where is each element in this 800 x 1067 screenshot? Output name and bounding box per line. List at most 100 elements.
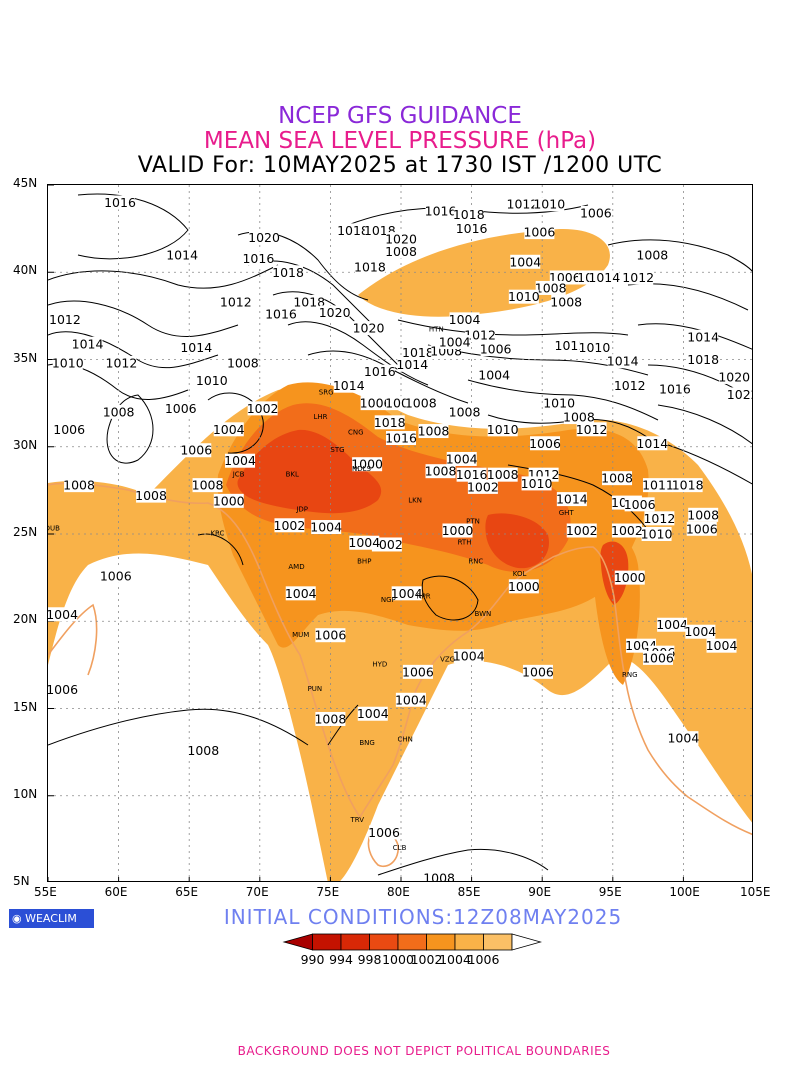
- city-label: LHR: [314, 413, 328, 421]
- fill-bengal-low: [485, 513, 549, 569]
- pressure-label: 1006: [100, 568, 132, 583]
- pressure-label-bg: [349, 535, 380, 550]
- pressure-label: 1018: [402, 345, 434, 360]
- pressure-label-bg: [213, 493, 244, 508]
- fill-998-1000: [237, 429, 382, 514]
- pressure-label-bg: [551, 294, 582, 309]
- pressure-label: 1008: [425, 464, 457, 479]
- pressure-label: 1006: [48, 682, 78, 697]
- lat-tick-label: 10N: [13, 786, 38, 801]
- pressure-label: 1014: [687, 329, 719, 344]
- pressure-label-bg: [449, 312, 480, 327]
- pressure-label: 1018: [687, 352, 719, 367]
- pressure-label-bg: [386, 232, 416, 247]
- pressure-label: 1006: [360, 396, 392, 411]
- pressure-label: 1018: [374, 415, 406, 430]
- pressure-label: 1002: [467, 479, 499, 494]
- lon-tick-label: 95E: [598, 885, 622, 899]
- pressure-label: 1004: [439, 335, 471, 350]
- pressure-label: 1004: [391, 586, 423, 601]
- pressure-label-bg: [530, 436, 561, 451]
- colorbar-swatch: [312, 933, 342, 951]
- pressure-label: 1006: [53, 422, 85, 437]
- pressure-label: 1008: [63, 478, 95, 493]
- city-label: VZG: [440, 655, 455, 663]
- city-label: JCB: [232, 470, 245, 478]
- pressure-label: 1014: [588, 270, 620, 285]
- pressure-label: 1012: [507, 197, 539, 212]
- pressure-label-bg: [657, 617, 688, 632]
- city-label: HTN: [429, 326, 444, 334]
- pressure-label: 1016: [659, 382, 691, 397]
- city-label: RNC: [468, 558, 483, 566]
- pressure-label-bg: [706, 638, 737, 653]
- pressure-label: 1006: [529, 436, 561, 451]
- title-valid-time: VALID For: 10MAY2025 at 1730 IST /1200 U…: [137, 153, 663, 178]
- pressure-label-bg: [103, 404, 134, 419]
- pressure-label: 1006: [522, 664, 554, 679]
- pressure-label: 1012: [614, 378, 646, 393]
- pressure-label: 1014: [333, 378, 365, 393]
- pressure-label-bg: [522, 664, 553, 679]
- pressure-label-bg: [614, 570, 645, 585]
- pressure-label-bg: [446, 451, 477, 466]
- pressure-label-bg: [386, 244, 416, 259]
- pressure-label-bg: [487, 467, 518, 482]
- pressure-label-bg: [672, 478, 703, 493]
- colorbar-label: 1004: [439, 952, 471, 967]
- city-label: KRC: [210, 530, 224, 538]
- colorbar-swatch: [282, 933, 313, 951]
- pressure-label-bg: [319, 305, 350, 320]
- pressure-label: 1014: [72, 336, 104, 351]
- initial-conditions: INITIAL CONDITIONS:12Z08MAY2025: [223, 905, 623, 929]
- pressure-label-bg: [576, 422, 607, 437]
- pressure-label-bg: [623, 270, 654, 285]
- pressure-label-bg: [374, 415, 405, 430]
- pressure-label-bg: [243, 251, 274, 266]
- pressure-label-bg: [273, 265, 304, 280]
- lat-tick-label: 20N: [13, 612, 38, 627]
- pressure-label: 1008: [487, 467, 519, 482]
- colorbar-swatch: [340, 933, 370, 951]
- pressure-label: 1010: [52, 355, 84, 370]
- pressure-label-bg: [510, 254, 541, 269]
- pressure-label: 1000: [614, 570, 646, 585]
- city-label: HYD: [372, 661, 387, 669]
- pressure-label: 1010: [641, 527, 673, 542]
- pressure-label-bg: [371, 537, 402, 552]
- pressure-label: 1006: [368, 825, 400, 840]
- colorbar-swatch: [454, 933, 484, 951]
- pressure-label-bg: [369, 825, 400, 840]
- pressure-label-bg: [353, 321, 384, 336]
- lon-tick-label: 65E: [175, 885, 199, 899]
- pressure-label: 1008: [636, 247, 668, 262]
- colorbar-label: 1002: [411, 952, 443, 967]
- pressure-label: 1004: [449, 312, 481, 327]
- pressure-label-bg: [642, 650, 673, 665]
- pressure-label-bg: [479, 368, 510, 383]
- pressure-label-bg: [602, 471, 633, 486]
- pressure-label: 1016: [456, 221, 488, 236]
- pressure-label: 1004: [48, 607, 78, 622]
- pressure-label: 1006: [624, 497, 656, 512]
- pressure-label-bg: [364, 364, 395, 379]
- pressure-label-bg: [644, 511, 675, 526]
- pressure-label-bg: [136, 488, 167, 503]
- colorbar-swatch: [369, 933, 399, 951]
- pressure-label: 1020: [385, 232, 417, 247]
- pressure-label-bg: [360, 396, 391, 411]
- pressure-label: 1008: [103, 404, 135, 419]
- pressure-label: 1022: [727, 387, 753, 402]
- pressure-label-bg: [333, 378, 364, 393]
- pressure-label: 1006: [180, 443, 212, 458]
- pressure-label: 1008: [687, 507, 719, 522]
- city-label: BNG: [359, 739, 374, 747]
- pressure-label-bg: [402, 664, 433, 679]
- pressure-label: 1006: [523, 225, 555, 240]
- city-label: BKL: [286, 470, 299, 478]
- pressure-label: 1006: [480, 342, 512, 357]
- pressure-label: 1012: [464, 328, 496, 343]
- city-label: DUB: [48, 525, 60, 533]
- fill-myanmar-low: [600, 541, 629, 605]
